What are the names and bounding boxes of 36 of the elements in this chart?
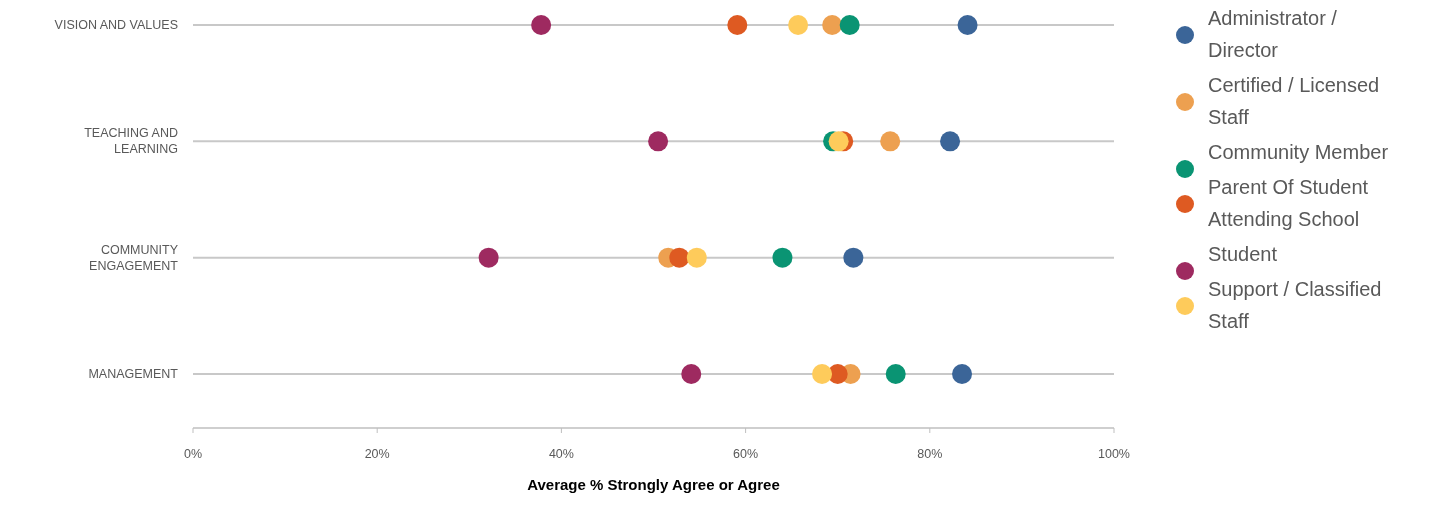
point: [681, 364, 702, 384]
point: [839, 15, 860, 35]
point: [812, 364, 833, 384]
point: [772, 247, 793, 268]
point: [880, 131, 901, 152]
legend-label: Parent Of Student Attending School: [1208, 176, 1369, 230]
y-tick-label: VISION AND VALUES: [54, 18, 178, 32]
x-axis-title: Average % Strongly Agree or Agree: [527, 476, 780, 493]
point: [822, 15, 843, 35]
y-tick-label: MANAGEMENT: [88, 367, 179, 381]
point: [828, 131, 849, 152]
point: [957, 15, 978, 35]
x-tick-label: 80%: [917, 447, 943, 461]
point: [686, 247, 707, 268]
x-tick-label: 20%: [364, 447, 390, 461]
legend-label: Support / Classified Staff: [1208, 278, 1382, 332]
point: [648, 131, 669, 152]
point: [952, 364, 973, 384]
point: [788, 15, 809, 35]
point: [885, 364, 906, 384]
text: Community Member: [1208, 141, 1389, 163]
legend-label: Administrator / Director: [1208, 7, 1338, 61]
x-tick-label: 0%: [183, 447, 203, 461]
point: [669, 247, 690, 268]
x-tick-label: 100%: [1098, 447, 1130, 461]
x-tick-label: 40%: [548, 447, 574, 461]
y-tick-label: TEACHING AND LEARNING: [84, 126, 178, 157]
point: [843, 247, 864, 268]
point: [478, 247, 499, 268]
text: Student: [1208, 243, 1278, 265]
point: [531, 15, 552, 35]
legend-label: Certified / Licensed Staff: [1208, 74, 1380, 128]
point: [727, 15, 748, 35]
x-tick-label: 60%: [733, 447, 759, 461]
y-tick-label: COMMUNITY ENGAGEMENT: [89, 242, 179, 273]
point: [940, 131, 961, 152]
